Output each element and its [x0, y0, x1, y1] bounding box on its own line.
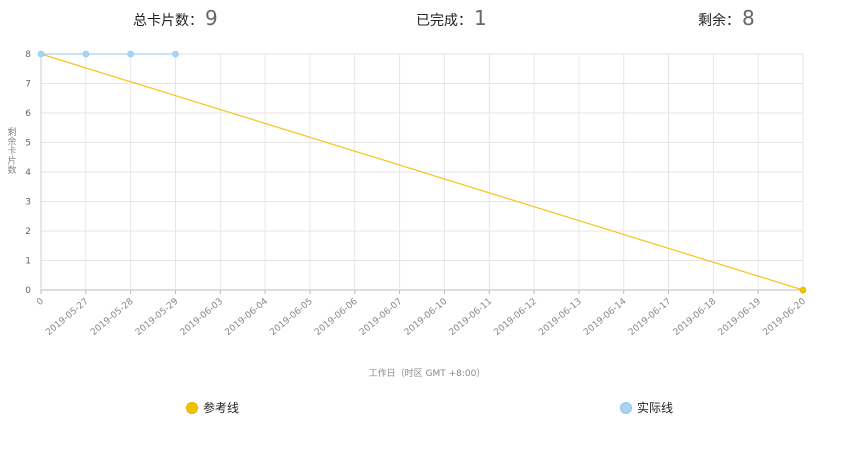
- y-tick-label: 7: [25, 80, 31, 90]
- y-tick-label: 6: [25, 109, 31, 119]
- remaining-label: 剩余：: [698, 13, 740, 29]
- actual-line-point: [172, 50, 179, 58]
- x-tick-label: 2019-06-04: [224, 296, 271, 337]
- y-tick-label: 4: [25, 168, 31, 178]
- x-tick-label: 2019-05-29: [134, 296, 181, 337]
- x-tick-label: 2019-06-17: [627, 297, 674, 338]
- reference-line-point: [799, 286, 807, 294]
- x-tick-label: 2019-06-13: [537, 297, 584, 338]
- actual-line-point: [37, 50, 45, 58]
- x-tick-label: 2019-06-18: [672, 296, 719, 337]
- x-tick-label: 2019-06-05: [268, 297, 315, 338]
- x-tick-label: 2019-06-12: [492, 297, 539, 338]
- completed-label: 已完成：: [416, 13, 472, 29]
- remaining-value: 8: [742, 6, 755, 30]
- x-tick-label: 0: [35, 296, 46, 308]
- reference-line-path: [40, 53, 804, 291]
- actual-line-point: [127, 50, 134, 58]
- completed-stat: 已完成： 1: [416, 6, 487, 30]
- x-tick-label: 2019-06-06: [313, 296, 360, 337]
- x-tick-label: 2019-06-07: [358, 297, 405, 338]
- y-tick-label: 5: [25, 139, 31, 149]
- summary-stats: 总卡片数： 9 已完成： 1 剩余： 8: [0, 6, 851, 34]
- y-tick-label: 2: [25, 227, 31, 237]
- y-tick-label: 1: [25, 257, 31, 267]
- completed-value: 1: [474, 6, 487, 30]
- total-cards-value: 9: [205, 6, 218, 30]
- x-tick-label: 2019-05-27: [44, 297, 91, 338]
- y-tick-label: 3: [25, 198, 31, 208]
- y-axis-title: 剩余卡片数: [7, 126, 16, 176]
- x-tick-label: 2019-06-03: [179, 297, 226, 338]
- actual-line-swatch-icon: [620, 401, 632, 414]
- x-tick-label: 2019-05-28: [89, 296, 136, 337]
- x-tick-label: 2019-06-19: [717, 296, 764, 337]
- legend-item-actual[interactable]: 实际线: [620, 399, 673, 416]
- x-axis-title: 工作日（时区 GMT +8:00）: [369, 367, 486, 379]
- total-cards-label: 总卡片数：: [133, 13, 203, 29]
- remaining-stat: 剩余： 8: [698, 6, 755, 30]
- y-tick-label: 0: [25, 286, 31, 296]
- legend-label-actual: 实际线: [637, 401, 674, 415]
- x-tick-label: 2019-06-11: [448, 297, 495, 338]
- x-tick-label: 2019-06-10: [403, 296, 450, 337]
- actual-line-point: [82, 50, 90, 58]
- legend-item-reference[interactable]: 参考线: [186, 399, 239, 416]
- reference-line-swatch-icon: [186, 401, 198, 414]
- x-tick-label: 2019-06-14: [582, 296, 629, 337]
- legend-label-reference: 参考线: [203, 401, 240, 415]
- total-cards-stat: 总卡片数： 9: [133, 6, 218, 30]
- y-tick-label: 8: [25, 50, 31, 60]
- x-tick-label: 2019-06-20: [761, 296, 808, 337]
